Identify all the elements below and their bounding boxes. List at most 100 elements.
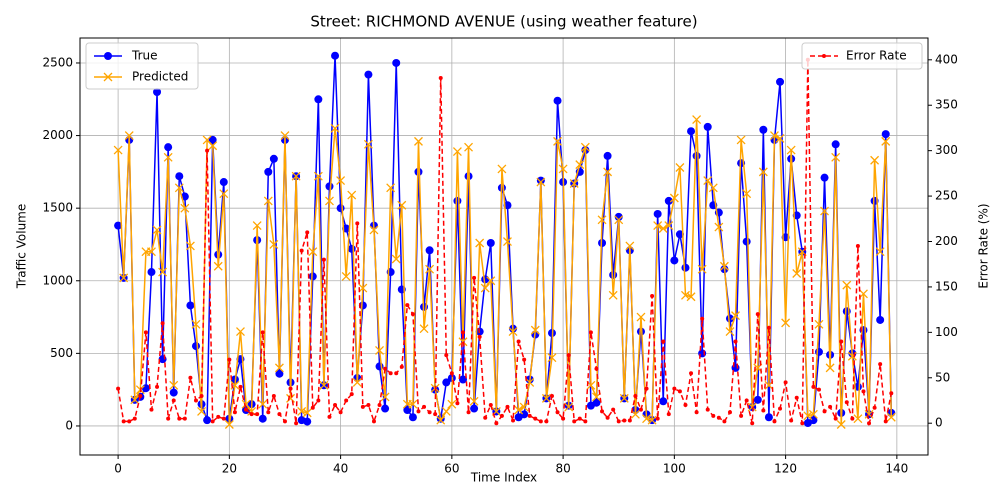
y-tick-label: 0 [65, 418, 73, 432]
point [716, 415, 721, 420]
point [470, 404, 479, 413]
point [520, 410, 529, 419]
point [683, 403, 688, 408]
point [497, 164, 507, 174]
point [878, 362, 883, 367]
point [855, 244, 860, 249]
point [519, 402, 529, 412]
point [244, 407, 249, 412]
point [630, 409, 640, 419]
point [800, 421, 805, 426]
point [255, 412, 260, 417]
point [839, 339, 844, 344]
point [174, 183, 184, 193]
point [352, 377, 362, 387]
point [477, 334, 482, 339]
point [742, 237, 751, 246]
point [333, 403, 338, 408]
point [875, 247, 885, 257]
point [603, 151, 612, 160]
point [714, 222, 724, 232]
point [341, 271, 351, 281]
point [658, 224, 668, 233]
point [232, 410, 237, 415]
point [809, 416, 818, 425]
point [319, 380, 329, 390]
point [305, 230, 310, 235]
point [614, 215, 624, 225]
point [744, 398, 749, 403]
point [258, 414, 267, 423]
point [216, 414, 221, 419]
point [113, 145, 123, 155]
point [622, 418, 627, 423]
point [647, 415, 657, 425]
point [127, 419, 132, 424]
point [480, 283, 490, 293]
point [836, 420, 846, 429]
point [494, 421, 499, 426]
point [625, 241, 635, 251]
legend-label: Predicted [132, 70, 188, 84]
point [405, 303, 410, 308]
point [486, 276, 496, 286]
point [147, 268, 156, 277]
x-tick-label: 80 [555, 462, 570, 476]
point [449, 371, 454, 376]
point [166, 416, 171, 421]
point [725, 327, 735, 337]
point [394, 371, 399, 376]
point [314, 95, 323, 104]
point [416, 409, 421, 414]
point [169, 388, 178, 397]
point [358, 301, 367, 310]
point [397, 200, 407, 210]
point [775, 134, 785, 143]
point [636, 312, 646, 322]
point [186, 301, 195, 310]
point [564, 402, 574, 412]
point [114, 221, 123, 230]
point [733, 339, 738, 344]
point [711, 413, 716, 418]
point [119, 273, 129, 283]
y-tick-label: 1500 [42, 201, 73, 215]
point [616, 419, 621, 424]
point [425, 246, 434, 255]
point [816, 387, 821, 392]
point [116, 386, 121, 391]
point [408, 399, 418, 409]
point [642, 414, 651, 424]
point [687, 127, 696, 136]
point [433, 412, 438, 417]
point [138, 393, 143, 398]
point [442, 378, 451, 387]
point [675, 230, 684, 239]
x-tick-label: 40 [333, 462, 348, 476]
x-tick-label: 60 [444, 462, 459, 476]
y2-tick-label: 150 [935, 279, 958, 293]
point [872, 405, 877, 410]
point [638, 407, 643, 412]
point [700, 316, 705, 321]
point [486, 239, 495, 248]
point [577, 416, 582, 421]
point [844, 400, 849, 405]
point [608, 290, 618, 300]
point [224, 420, 234, 429]
point [313, 171, 323, 181]
point [886, 412, 896, 422]
point [458, 375, 467, 384]
point [160, 321, 165, 326]
point [727, 410, 732, 415]
point [381, 404, 390, 413]
point [153, 88, 162, 97]
point [469, 396, 479, 406]
point [814, 319, 824, 329]
point [208, 135, 217, 144]
point [789, 418, 794, 423]
point [572, 419, 577, 424]
point [876, 315, 885, 324]
point [355, 221, 360, 226]
